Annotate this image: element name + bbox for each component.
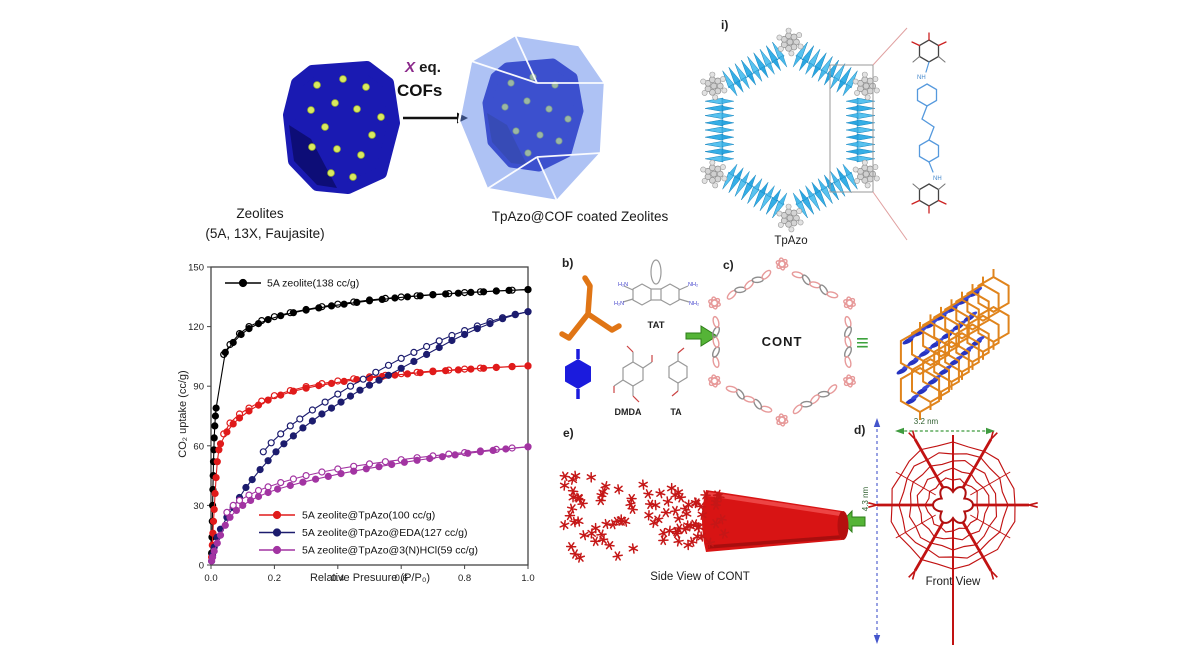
svg-text:90: 90 <box>193 382 204 393</box>
side-view-caption: Side View of CONT <box>650 571 750 583</box>
panel-e-side-view: e) Side View of CONT <box>556 420 856 600</box>
pore-group <box>700 27 880 233</box>
cof-3d-structure <box>896 269 1010 420</box>
cont-ring <box>708 257 856 427</box>
cofs-label: COFs <box>397 81 443 100</box>
tat-label: TAT <box>647 320 664 331</box>
svg-text:0.2: 0.2 <box>268 573 281 584</box>
tritopic-node-icon <box>559 275 622 341</box>
chart-y-axis-label: CO₂ uptake (cc/g) <box>177 370 189 458</box>
cont-label: CONT <box>761 334 803 349</box>
svg-text:5A zeolite@TpAzo@EDA(127 cc/g): 5A zeolite@TpAzo@EDA(127 cc/g) <box>302 527 467 539</box>
zeolite-coating-scheme: X eq. COFs Zeolites (5A, 13X, Faujasite)… <box>185 25 745 265</box>
panel-i-tag: i) <box>721 18 729 32</box>
pore-zoom-box <box>829 64 874 193</box>
tpazo-label: TpAzo <box>774 235 808 247</box>
dmda-label: DMDA <box>615 407 642 417</box>
zeolites-label: Zeolites <box>236 206 284 221</box>
panel-b-tag: b) <box>562 256 574 270</box>
width-dimension-label: 3.2 nm <box>914 417 939 426</box>
svg-text:1.0: 1.0 <box>521 573 534 584</box>
ta-oxygens <box>671 347 685 397</box>
svg-text:150: 150 <box>188 263 204 274</box>
tat-amine-3: NH₂ <box>688 282 698 288</box>
chart-plot: 0 30 60 90 120 150 0.0 0.2 0.4 0.6 0.8 1.0 5A zeolit… <box>188 263 534 585</box>
svg-text:30: 30 <box>193 501 204 512</box>
zoom-connector-lines <box>872 27 908 241</box>
dmda-oxygens <box>613 345 653 403</box>
svg-text:60: 60 <box>193 441 204 452</box>
equivalence-symbol: ≡ <box>856 330 869 355</box>
chart-x-axis-label: Relative Presuure (P/P₀) <box>309 572 431 584</box>
zeolites-types-label: (5A, 13X, Faujasite) <box>205 226 325 241</box>
svg-text:0: 0 <box>199 561 204 572</box>
tat-molecule <box>622 259 690 306</box>
ta-molecule <box>668 353 688 391</box>
tat-amine-2: H₂N <box>614 301 624 307</box>
cof-shell-facets <box>470 34 605 202</box>
zeolite-schematic-graphic <box>283 33 607 203</box>
panel-d-front-view: d) 3.2 nm 4.3 nm Front View <box>838 413 1078 650</box>
panel-d-tag: d) <box>854 423 866 437</box>
synthesis-arrow-icon <box>685 325 718 347</box>
co2-chart-svg: 0 30 60 90 120 150 0.0 0.2 0.4 0.6 0.8 1.0 5A zeolit… <box>188 263 534 585</box>
x-equivalents-label: X eq. <box>405 59 441 76</box>
nh-label-top: NH <box>917 75 926 81</box>
cont-stars <box>559 470 730 563</box>
ta-label: TA <box>670 407 682 417</box>
panel-b-building-blocks: b) H₂N H₂N NH₂ NH₂ TAT <box>556 252 706 442</box>
coated-zeolites-label: TpAzo@COF coated Zeolites <box>491 209 669 224</box>
svg-text:0.6: 0.6 <box>395 573 408 584</box>
coated-zeolite <box>457 33 607 203</box>
svg-text:0.4: 0.4 <box>331 573 344 584</box>
panel-e-tag: e) <box>563 426 574 440</box>
cof3d-group <box>896 269 1010 420</box>
ditopic-node-icon <box>565 349 591 399</box>
panel-c-tag: c) <box>723 258 734 272</box>
panel-i-tpazo-pore: i) NH NH <box>700 12 975 262</box>
panel-c-cont-macrocycle: c) CONT <box>703 250 868 435</box>
zeolite-pore-dots <box>307 75 385 181</box>
zeolite-cube <box>283 61 400 194</box>
nanotube-body <box>702 490 849 552</box>
svg-text:120: 120 <box>188 322 204 333</box>
dmda-molecule <box>613 352 653 396</box>
nh-label-bottom: NH <box>933 176 942 182</box>
height-dimension-arrow: 4.3 nm <box>861 418 881 644</box>
front-view-caption: Front View <box>925 576 981 588</box>
tpazo-pore-graphic <box>700 27 880 233</box>
svg-text:5A zeolite@TpAzo(100 cc/g): 5A zeolite@TpAzo(100 cc/g) <box>302 510 435 522</box>
tpazo-molecule: NH NH <box>911 32 947 214</box>
svg-text:0.0: 0.0 <box>204 573 217 584</box>
svg-text:5A zeolite@TpAzo@3(N)HCl(59 cc: 5A zeolite@TpAzo@3(N)HCl(59 cc/g) <box>302 545 478 557</box>
co2-uptake-chart: 0 30 60 90 120 150 0.0 0.2 0.4 0.6 0.8 1.0 5A zeolit… <box>175 256 545 616</box>
web-group <box>868 430 1038 645</box>
tat-amine-4: NH₂ <box>689 301 699 307</box>
tat-amine-1: H₂N <box>618 282 628 288</box>
width-dimension-arrow: 3.2 nm <box>895 417 995 435</box>
svg-text:0.8: 0.8 <box>458 573 471 584</box>
svg-text:5A zeolite(138 cc/g): 5A zeolite(138 cc/g) <box>267 278 359 290</box>
height-dimension-label: 4.3 nm <box>861 486 870 511</box>
